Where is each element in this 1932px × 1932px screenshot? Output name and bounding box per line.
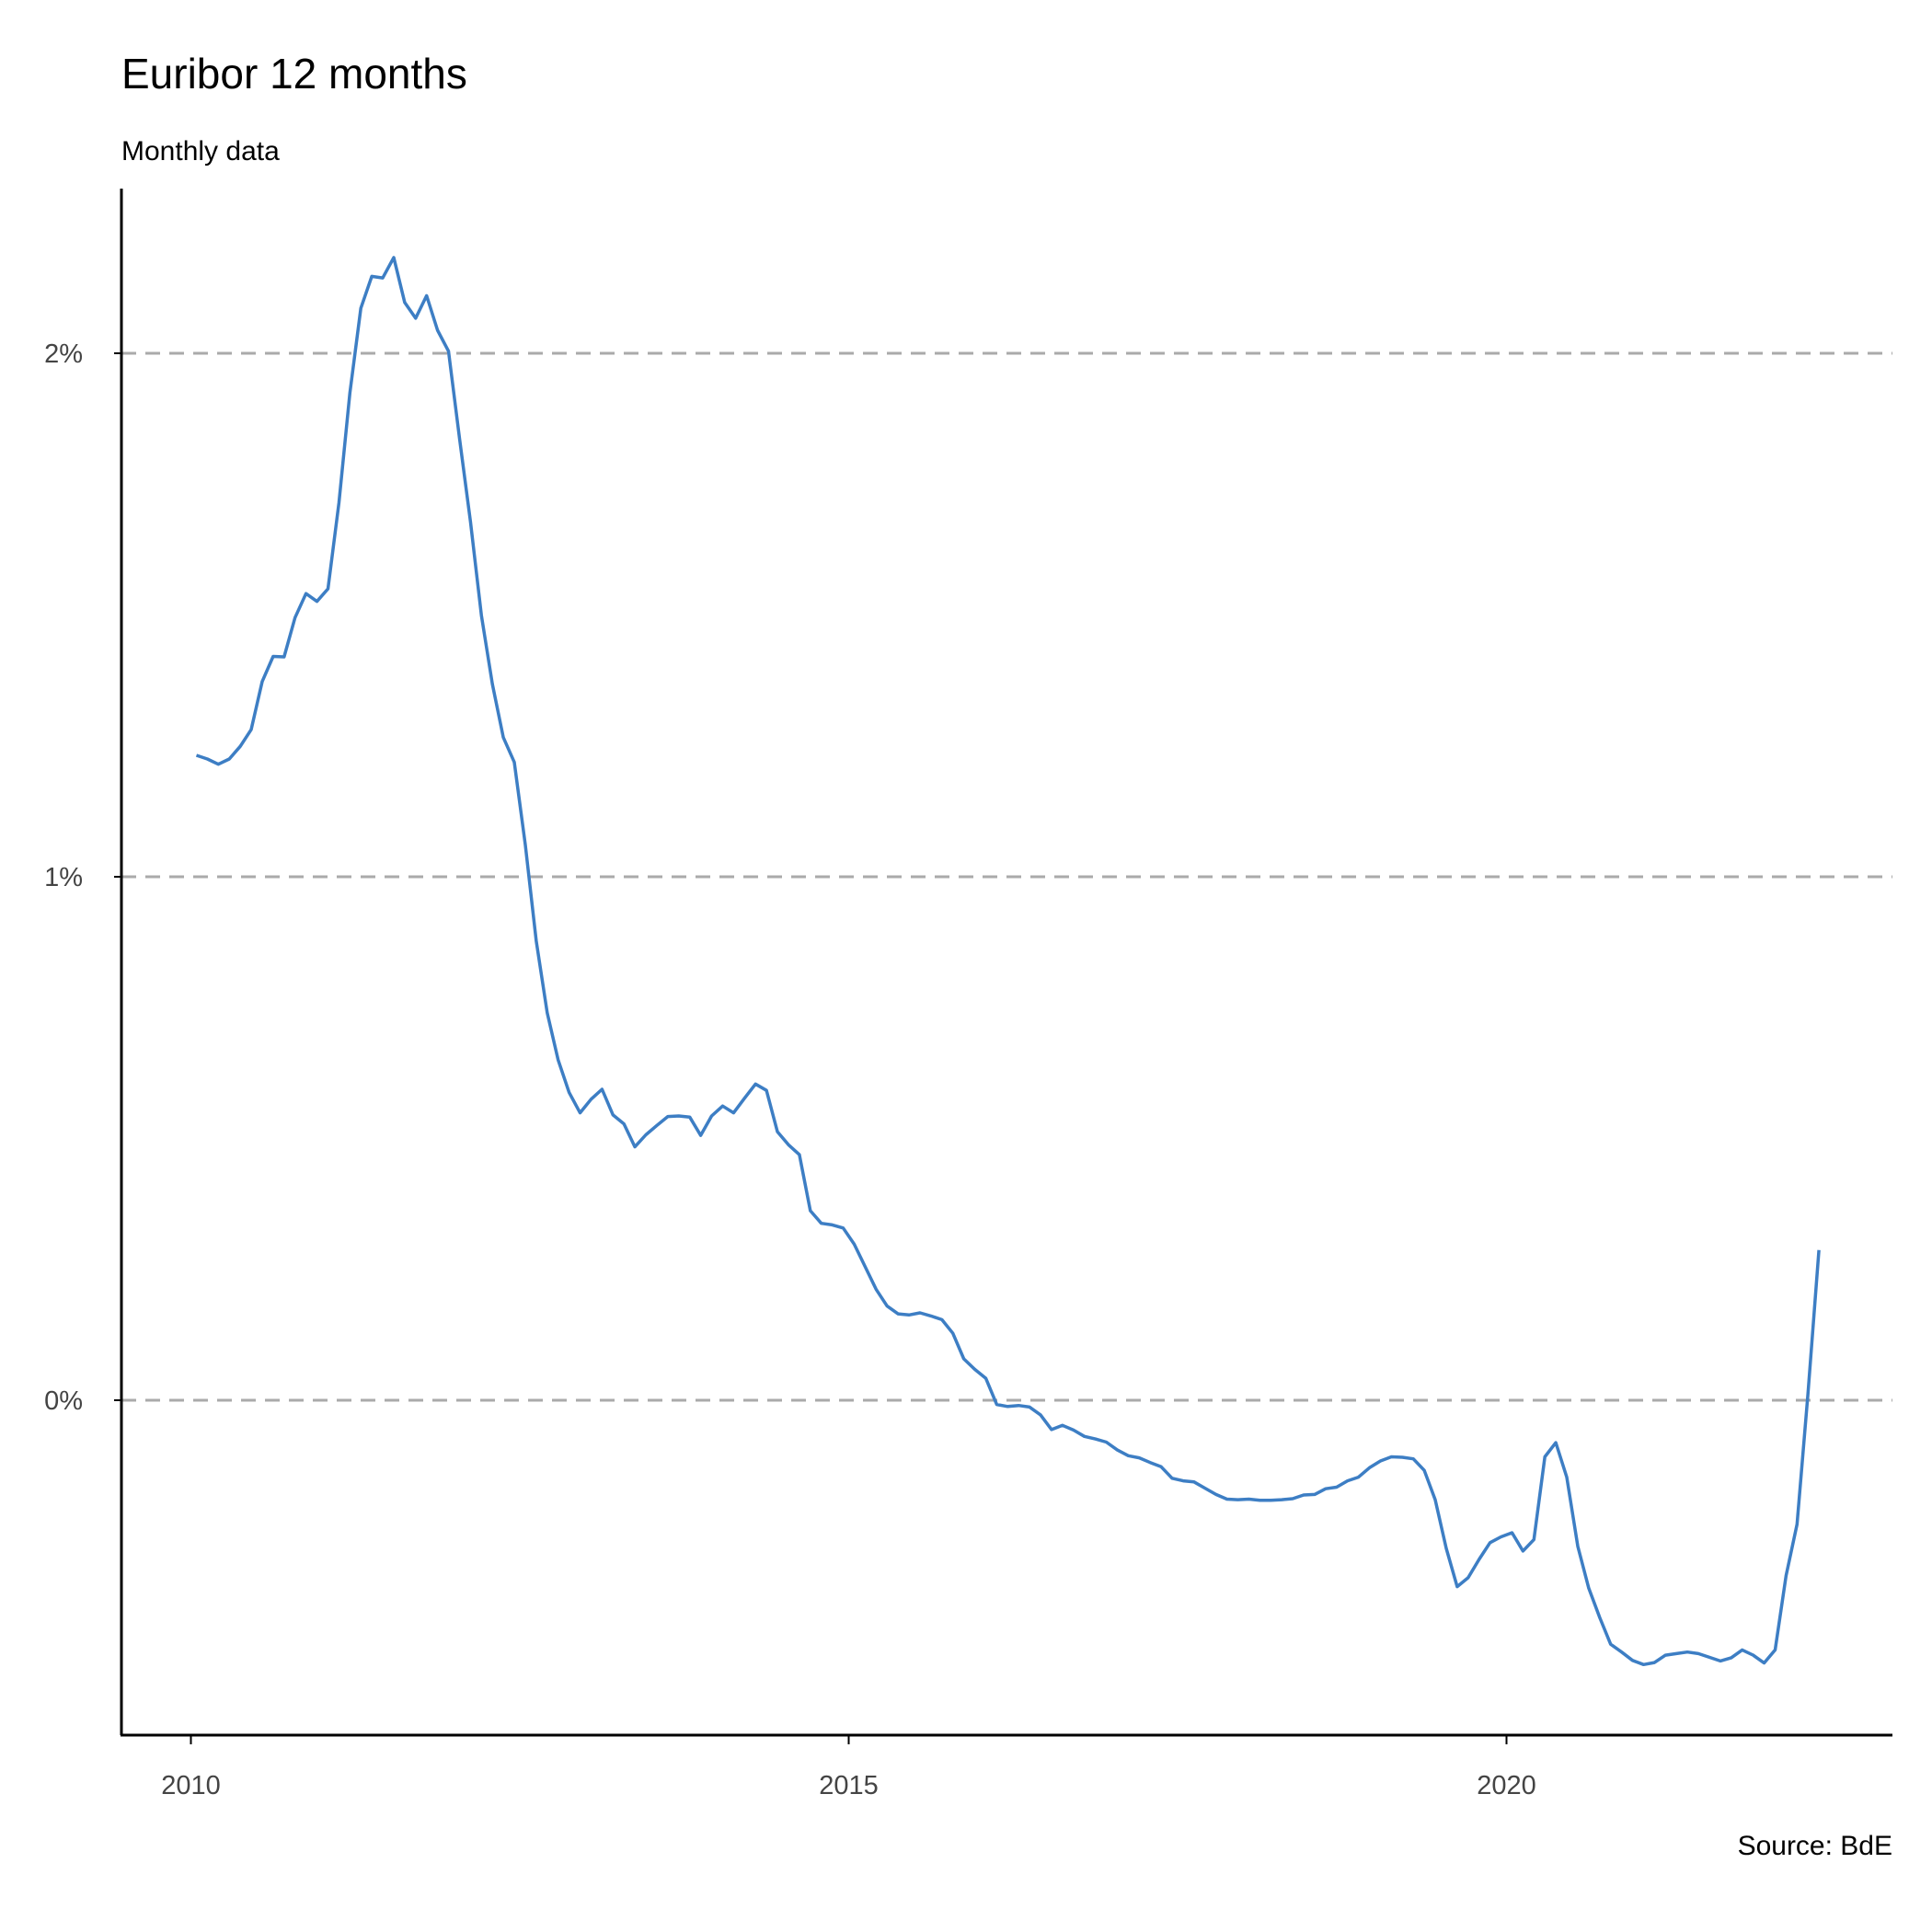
x-axis-ticks: 2010 2015 2020 [161, 1735, 1536, 1800]
y-tick-label: 0% [44, 1386, 83, 1416]
y-tick-label: 2% [44, 339, 83, 369]
y-tick-label: 1% [44, 863, 83, 892]
x-tick-label: 2020 [1477, 1771, 1536, 1800]
x-tick-label: 2010 [161, 1771, 221, 1800]
gridlines [121, 351, 1892, 1402]
series-line-euribor-12m [195, 256, 1821, 1667]
chart-title: Euribor 12 months [121, 50, 467, 98]
chart-caption: Source: BdE [1738, 1831, 1892, 1861]
y-axis-ticks: 0% 1% 2% [44, 339, 121, 1416]
x-tick-label: 2015 [819, 1771, 879, 1800]
chart-subtitle: Monthly data [121, 136, 280, 167]
